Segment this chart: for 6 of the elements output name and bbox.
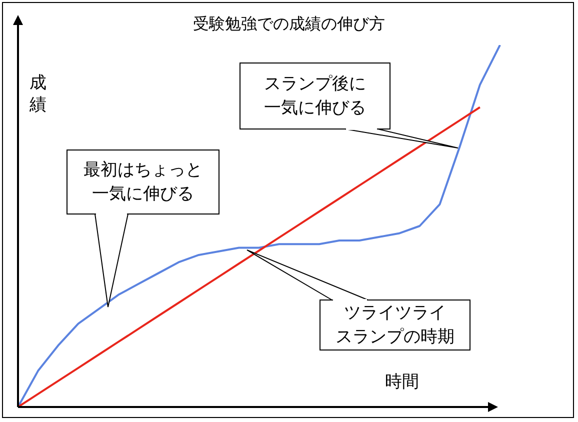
annotation: スランプ後に一気に伸びる	[264, 73, 366, 120]
annotation: ツライツライスランプの時期	[336, 302, 454, 349]
chart-title: 受験勉強での成績の伸び方	[192, 14, 386, 35]
x-axis-title: 時間	[385, 371, 419, 393]
y-axis-title: 成績	[28, 72, 48, 116]
annotation: 最初はちょっと一気に伸びる	[84, 159, 202, 206]
